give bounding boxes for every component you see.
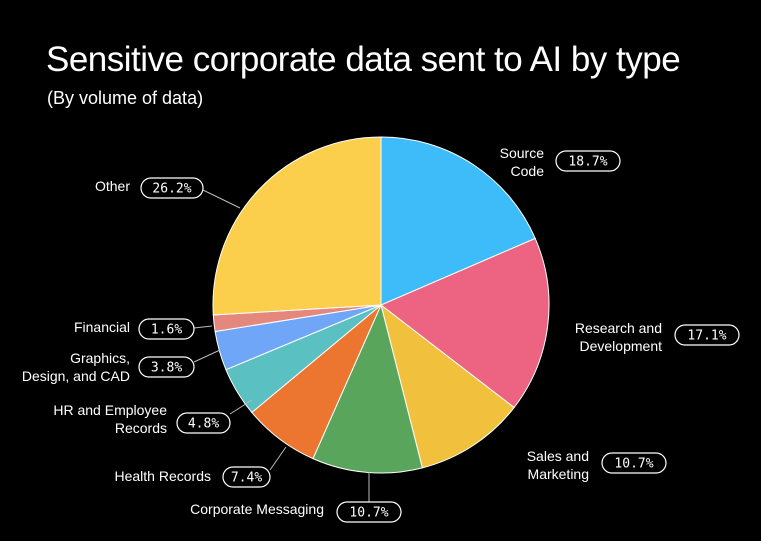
value-label-source-code: 18.7%: [568, 155, 607, 170]
value-pill-source-code: [555, 150, 621, 172]
value-label-hr-and-employee-records: 4.8%: [188, 417, 219, 432]
leader-line-health-records: [269, 446, 287, 471]
pie-slice-research-and-development: [380, 237, 550, 409]
leader-line-hr-and-employee-records: [229, 399, 253, 415]
value-pill-graphics-design-and-cad: [138, 356, 195, 378]
slice-label-hr-and-employee-records: HR and Employee Records: [53, 402, 167, 436]
value-label-corporate-messaging: 10.7%: [349, 506, 388, 521]
leader-line-graphics-design-and-cad: [193, 349, 221, 363]
value-label-graphics-design-and-cad: 3.8%: [151, 361, 182, 376]
leader-line-other: [202, 189, 241, 209]
slice-label-research-and-development: Research and Development: [575, 320, 662, 354]
value-label-financial: 1.6%: [151, 323, 182, 338]
pie-slice-corporate-messaging: [312, 303, 423, 474]
leader-line-financial: [193, 325, 213, 329]
value-pill-other: [140, 177, 204, 199]
slice-label-sales-and-marketing: Sales and Marketing: [527, 448, 589, 482]
slice-label-financial: Financial: [74, 319, 130, 335]
slice-label-health-records: Health Records: [115, 468, 212, 484]
pie-slice-sales-and-marketing: [380, 303, 515, 469]
slice-label-source-code: Source Code: [500, 145, 545, 179]
chart-subtitle: (By volume of data): [47, 88, 204, 108]
slice-label-other: Other: [95, 178, 130, 194]
value-pill-sales-and-marketing: [601, 452, 667, 474]
value-label-other: 26.2%: [152, 182, 191, 197]
chart-title: Sensitive corporate data sent to AI by t…: [46, 40, 681, 79]
value-label-sales-and-marketing: 10.7%: [614, 457, 653, 472]
value-label-research-and-development: 17.1%: [687, 329, 726, 344]
value-label-health-records: 7.4%: [231, 471, 262, 486]
value-pill-financial: [138, 318, 195, 340]
slice-label-graphics-design-and-cad: Graphics, Design, and CAD: [22, 350, 130, 384]
value-pill-corporate-messaging: [336, 501, 402, 523]
value-pill-hr-and-employee-records: [176, 412, 231, 434]
pie-slice-source-code: [380, 136, 536, 306]
pie-slice-other: [212, 136, 382, 316]
value-pill-health-records: [222, 466, 271, 488]
value-pill-research-and-development: [674, 324, 740, 346]
slice-label-corporate-messaging: Corporate Messaging: [190, 501, 324, 517]
